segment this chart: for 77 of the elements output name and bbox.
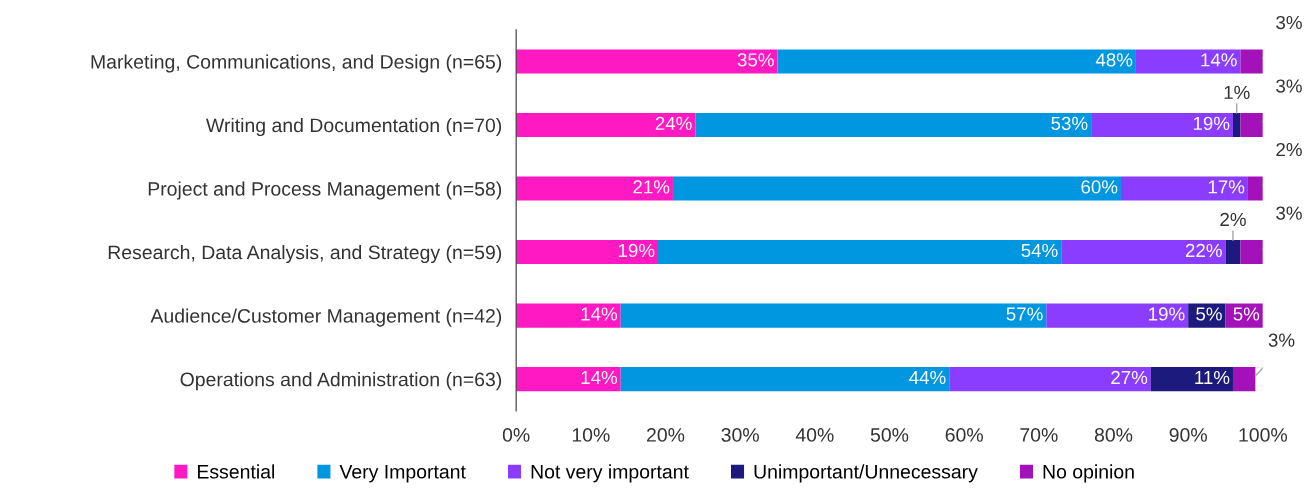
bar — [620, 303, 1047, 328]
data-label: 3% — [1276, 15, 1302, 30]
bar — [516, 112, 696, 138]
legend-label: Unimportant/Unnecessary — [754, 464, 978, 483]
bar — [1046, 303, 1189, 328]
data-label: 22% — [1185, 243, 1222, 257]
data-label: 48% — [1095, 53, 1133, 67]
x-tick-label: 0% — [502, 428, 530, 442]
bar — [1240, 112, 1263, 138]
bar — [1091, 112, 1233, 138]
legend-label: Very Important — [339, 465, 466, 483]
y-tick-label: Operations and Administration (n=63) — [180, 372, 502, 391]
bar — [1240, 239, 1263, 265]
bar — [1240, 49, 1263, 74]
bar — [777, 49, 1136, 74]
data-label: 5% — [1196, 307, 1222, 321]
bar — [695, 112, 1092, 138]
data-label: 44% — [909, 370, 946, 385]
bar — [658, 239, 1062, 265]
data-label: 14% — [581, 307, 618, 321]
bar — [1247, 176, 1263, 201]
legend-label: Essential — [198, 464, 274, 479]
x-tick-label: 30% — [721, 428, 759, 442]
data-label: 3% — [1276, 206, 1302, 220]
data-label: 60% — [1081, 180, 1118, 194]
data-label: 11% — [1195, 370, 1230, 385]
data-label: 57% — [1006, 307, 1043, 321]
data-label: 35% — [737, 53, 774, 67]
bar — [1120, 176, 1248, 201]
data-label: 19% — [1149, 307, 1185, 321]
data-label: 2% — [1220, 212, 1246, 227]
data-label: 54% — [1021, 243, 1058, 258]
x-tick-label: 90% — [1169, 428, 1207, 442]
bar — [516, 176, 673, 201]
data-label: 27% — [1111, 370, 1148, 385]
bar — [516, 239, 659, 265]
x-tick-label: 20% — [647, 428, 685, 442]
data-label: 5% — [1233, 307, 1260, 321]
data-label: 3% — [1268, 333, 1295, 347]
bar — [672, 176, 1121, 201]
x-tick-label: 40% — [795, 428, 834, 442]
y-tick-label: Project and Process Management (n=58) — [148, 181, 502, 200]
x-tick-label: 60% — [945, 428, 983, 442]
data-label: 1% — [1224, 85, 1250, 99]
data-label: 24% — [655, 116, 692, 130]
legend-label: No opinion — [1043, 464, 1134, 483]
data-label: 17% — [1208, 180, 1245, 194]
x-tick-label: 80% — [1094, 428, 1133, 442]
bar — [1225, 239, 1241, 265]
bar — [1135, 49, 1241, 74]
bar — [620, 367, 950, 392]
bar — [1061, 239, 1226, 265]
bar — [516, 303, 621, 328]
legend-label: Not very important — [531, 464, 689, 483]
data-label: 19% — [1193, 116, 1230, 131]
bar — [1232, 367, 1256, 392]
y-tick-label: Audience/Customer Management (n=42) — [150, 308, 502, 327]
bar — [949, 367, 1151, 392]
y-tick-label: Research, Data Analysis, and Strategy (n=59) — [108, 244, 502, 264]
data-label: 3% — [1276, 79, 1302, 93]
x-tick-label: 50% — [870, 428, 909, 442]
bar — [1232, 112, 1241, 138]
bar — [1150, 367, 1233, 392]
x-tick-label: 70% — [1020, 428, 1058, 442]
data-label: 21% — [633, 180, 670, 194]
bar — [516, 367, 621, 392]
y-tick-label: Marketing, Communications, and Design (n=65) — [91, 54, 502, 73]
data-label: 14% — [581, 370, 618, 385]
bar — [1188, 303, 1226, 328]
data-label: 2% — [1276, 142, 1302, 157]
x-tick-label: 10% — [572, 428, 610, 442]
data-label: 19% — [618, 243, 655, 258]
x-tick-label: 100% — [1239, 428, 1288, 442]
data-label: 14% — [1201, 53, 1237, 67]
y-tick-label: Writing and Documentation (n=70) — [206, 117, 502, 137]
bar — [516, 49, 778, 74]
data-label: 53% — [1051, 116, 1088, 131]
